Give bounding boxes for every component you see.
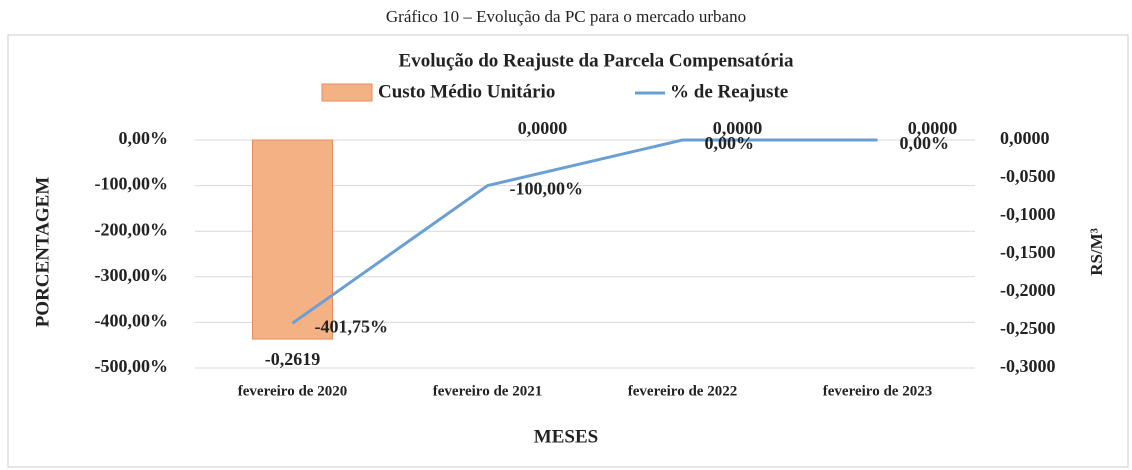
bar	[252, 139, 333, 340]
y2-tick-label: -0,2000	[1000, 280, 1056, 300]
chart-title: Evolução do Reajuste da Parcela Compensa…	[399, 50, 794, 71]
bar-value-label: 0,0000	[518, 118, 568, 138]
y2-tick-label: -0,3000	[1000, 356, 1056, 376]
caption: Gráfico 10 – Evolução da PC para o merca…	[386, 7, 746, 26]
y-tick-label: -100,00%	[95, 174, 169, 194]
legend-label: Custo Médio Unitário	[378, 81, 555, 102]
y2-axis-label: RS/M³	[1087, 228, 1106, 276]
y-tick-label: -200,00%	[95, 219, 169, 239]
line	[291, 138, 878, 325]
x-tick-label: fevereiro de 2020	[238, 383, 347, 399]
y2-tick-label: -0,2500	[1000, 318, 1056, 338]
y2-tick-label: -0,1500	[1000, 242, 1056, 262]
chart-frame	[7, 34, 1129, 468]
x-axis-label: MESES	[534, 426, 598, 447]
legend-label: % de Reajuste	[670, 81, 788, 102]
bar-value-label: -0,2619	[265, 349, 321, 369]
line-value-label: 0,00%	[900, 133, 950, 153]
bar-value-label: 0,0000	[908, 118, 958, 138]
y-tick-label: -500,00%	[95, 356, 169, 376]
bar-value-label: 0,0000	[713, 118, 763, 138]
y-tick-label: 0,00%	[119, 128, 169, 148]
y-tick-label: -300,00%	[95, 265, 169, 285]
line-value-label: 0,00%	[705, 133, 755, 153]
y2-tick-label: -0,0500	[1000, 166, 1056, 186]
line-value-label: -100,00%	[510, 179, 584, 199]
x-tick-label: fevereiro de 2022	[628, 383, 737, 399]
y2-tick-label: -0,1000	[1000, 204, 1056, 224]
y-axis-label: PORCENTAGEM	[32, 177, 53, 328]
legend-swatch	[321, 83, 373, 102]
x-tick-label: fevereiro de 2023	[823, 383, 932, 399]
line-value-label: -401,75%	[315, 316, 389, 336]
x-tick-label: fevereiro de 2021	[433, 383, 542, 399]
y-tick-label: -400,00%	[95, 311, 169, 331]
y2-tick-label: 0,0000	[1000, 128, 1050, 148]
